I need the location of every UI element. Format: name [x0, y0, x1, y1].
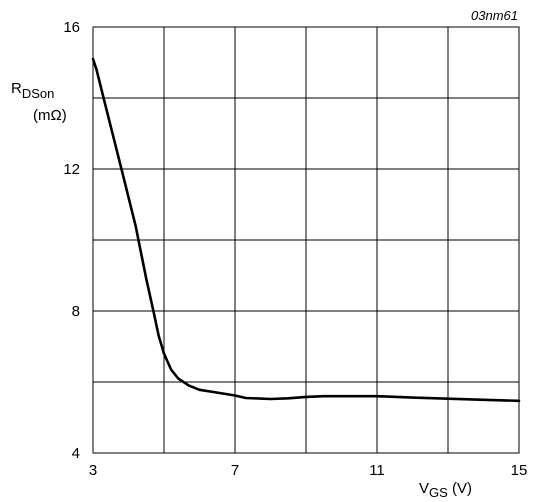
y-tick-label: 12	[63, 161, 80, 178]
y-tick-label: 4	[72, 445, 80, 462]
y-axis-unit: (mΩ)	[33, 107, 67, 124]
y-tick-labels: 16 12 8 4	[63, 19, 80, 462]
x-axis-label-sub: GS	[429, 485, 448, 500]
y-axis-label: RDSon	[11, 80, 54, 101]
plot-frame	[92, 26, 520, 454]
x-axis-label-unit: (V)	[448, 480, 472, 497]
y-tick-label: 16	[63, 19, 80, 36]
x-axis-label-main: V	[419, 480, 429, 497]
x-tick-label: 15	[511, 462, 528, 479]
y-axis-label-sub: DSon	[22, 86, 55, 101]
x-tick-label: 11	[369, 462, 385, 479]
x-tick-labels: 3 7 11 15	[89, 462, 528, 479]
series-line-rdson	[91, 57, 521, 403]
y-axis-label-main: R	[11, 80, 22, 97]
x-tick-label: 7	[231, 462, 239, 479]
y-tick-label: 8	[72, 303, 80, 320]
x-axis-label: VGS (V)	[419, 480, 472, 500]
figure-code: 03nm61	[471, 8, 518, 23]
x-tick-label: 3	[89, 462, 97, 479]
